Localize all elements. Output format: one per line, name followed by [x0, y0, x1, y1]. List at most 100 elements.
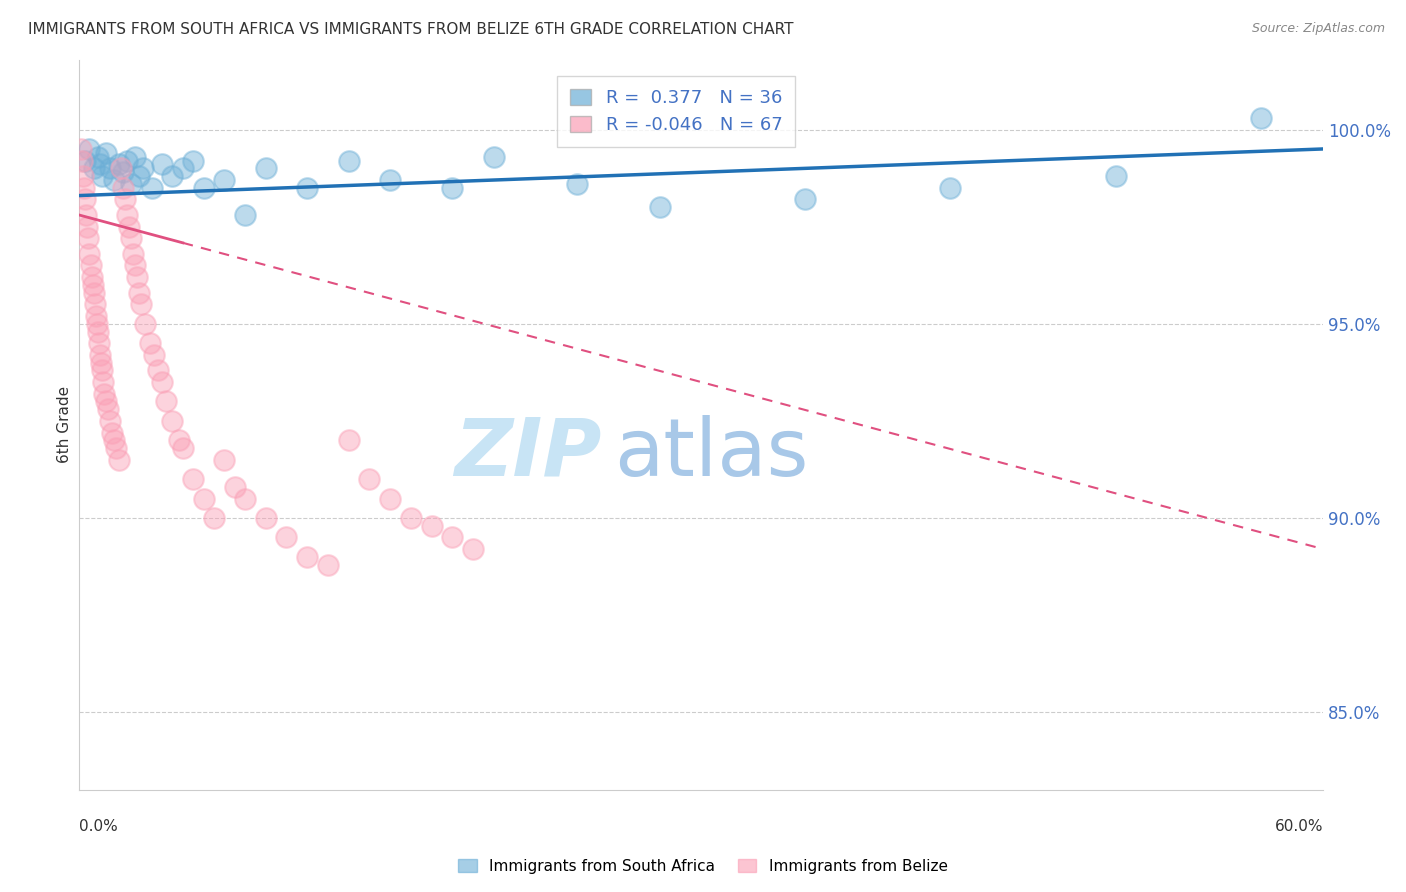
Point [90, 356, 112, 370]
Text: ZIP: ZIP [454, 415, 602, 493]
Point [105, 441, 128, 455]
Point [70, 153, 93, 168]
Point [132, 161, 155, 176]
Point [254, 511, 277, 525]
Point [87, 336, 110, 351]
Point [295, 181, 318, 195]
Point [1105, 169, 1128, 183]
Point [79, 142, 101, 156]
Point [83, 285, 105, 300]
Point [295, 549, 318, 564]
Point [162, 414, 184, 428]
Point [337, 153, 360, 168]
Point [648, 200, 671, 214]
Point [167, 434, 190, 448]
Point [94, 394, 117, 409]
Point [75, 193, 97, 207]
Point [793, 193, 815, 207]
Point [399, 511, 422, 525]
Point [233, 208, 256, 222]
Point [420, 518, 443, 533]
Point [70, 142, 93, 156]
Point [138, 336, 160, 351]
Point [103, 434, 125, 448]
Text: 60.0%: 60.0% [1275, 819, 1323, 834]
Point [86, 317, 108, 331]
Point [87, 150, 110, 164]
Legend: Immigrants from South Africa, Immigrants from Belize: Immigrants from South Africa, Immigrants… [453, 853, 953, 880]
Point [142, 348, 165, 362]
Point [141, 181, 163, 195]
Y-axis label: 6th Grade: 6th Grade [58, 386, 72, 463]
Point [150, 375, 173, 389]
Point [75, 153, 97, 168]
Point [482, 150, 505, 164]
Point [89, 348, 111, 362]
Point [120, 177, 142, 191]
Point [131, 297, 153, 311]
Point [461, 542, 484, 557]
Point [101, 425, 124, 440]
Point [172, 161, 194, 176]
Point [378, 173, 401, 187]
Point [172, 441, 194, 455]
Point [93, 386, 115, 401]
Point [79, 247, 101, 261]
Text: IMMIGRANTS FROM SOUTH AFRICA VS IMMIGRANTS FROM BELIZE 6TH GRADE CORRELATION CHA: IMMIGRANTS FROM SOUTH AFRICA VS IMMIGRAN… [28, 22, 793, 37]
Point [214, 452, 236, 467]
Point [76, 219, 98, 234]
Point [128, 169, 150, 183]
Point [939, 181, 962, 195]
Point [107, 452, 129, 467]
Point [98, 161, 121, 176]
Point [94, 145, 117, 160]
Point [110, 161, 132, 176]
Point [114, 193, 136, 207]
Point [146, 363, 169, 377]
Point [97, 402, 120, 417]
Point [359, 472, 381, 486]
Point [1250, 111, 1272, 125]
Point [83, 297, 105, 311]
Point [80, 270, 103, 285]
Point [565, 177, 588, 191]
Point [155, 394, 177, 409]
Point [120, 231, 142, 245]
Point [89, 157, 111, 171]
Point [84, 309, 107, 323]
Point [193, 181, 215, 195]
Point [115, 153, 138, 168]
Point [162, 169, 184, 183]
Point [91, 375, 114, 389]
Point [224, 480, 246, 494]
Point [72, 169, 94, 183]
Point [134, 317, 156, 331]
Point [441, 181, 464, 195]
Point [128, 285, 150, 300]
Point [181, 472, 204, 486]
Point [233, 491, 256, 506]
Point [75, 208, 97, 222]
Point [111, 165, 134, 179]
Point [150, 157, 173, 171]
Point [77, 231, 100, 245]
Point [111, 181, 134, 195]
Point [193, 491, 215, 506]
Point [107, 157, 129, 171]
Point [90, 363, 112, 377]
Point [254, 161, 277, 176]
Point [115, 208, 138, 222]
Point [122, 247, 145, 261]
Text: Source: ZipAtlas.com: Source: ZipAtlas.com [1251, 22, 1385, 36]
Point [90, 169, 112, 183]
Point [127, 270, 149, 285]
Legend: R =  0.377   N = 36, R = -0.046   N = 67: R = 0.377 N = 36, R = -0.046 N = 67 [557, 76, 796, 147]
Point [181, 153, 204, 168]
Point [124, 259, 146, 273]
Text: atlas: atlas [614, 415, 808, 493]
Point [316, 558, 339, 572]
Point [73, 181, 96, 195]
Point [87, 325, 110, 339]
Point [441, 530, 464, 544]
Point [82, 277, 104, 292]
